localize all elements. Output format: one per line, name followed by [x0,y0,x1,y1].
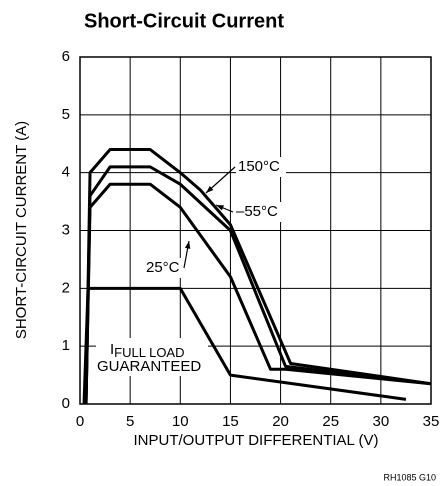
x-tick-label: 15 [222,413,239,430]
line-series [84,165,432,405]
y-tick-label: 4 [62,164,70,181]
line-series [84,148,432,405]
x-tick-label: 25 [322,413,339,430]
line-series [82,286,407,405]
plot-frame [79,56,432,405]
footnote: RH1085 G10 [383,472,436,482]
y-tick-label: 5 [62,106,70,123]
label-bg [144,258,194,278]
x-tick-label: 10 [172,413,189,430]
label-bg [236,157,286,177]
y-tick-label: 0 [62,395,70,412]
line-series [84,182,432,405]
x-axis-label: INPUT/OUTPUT DIFFERENTIAL (V) [133,432,378,449]
arrow-head [206,185,214,193]
y-axis-label: SHORT-CIRCUIT CURRENT (A) [13,121,30,339]
x-tick-label: 5 [126,413,134,430]
series-label: 25°C [146,259,180,276]
x-tick-label: 20 [272,413,289,430]
label-bg [96,338,208,376]
annotation-part: I [110,341,114,358]
annotation-part: FULL LOAD [114,345,184,360]
annotation: IFULL LOAD [110,341,185,360]
label-bg [234,202,284,222]
x-tick-label: 35 [423,413,440,430]
y-tick-label: 2 [62,279,70,296]
arrow-head [184,241,191,249]
y-tick-label: 1 [62,337,70,354]
annotation: GUARANTEED [97,358,201,375]
y-tick-label: 6 [62,48,70,65]
series-label: –55°C [236,203,278,220]
arrow-head [216,205,224,211]
x-tick-label: 0 [76,413,84,430]
chart-title: Short-Circuit Current [84,10,284,32]
x-tick-label: 30 [373,413,390,430]
series-label: 150°C [238,158,280,175]
y-tick-label: 3 [62,221,70,238]
